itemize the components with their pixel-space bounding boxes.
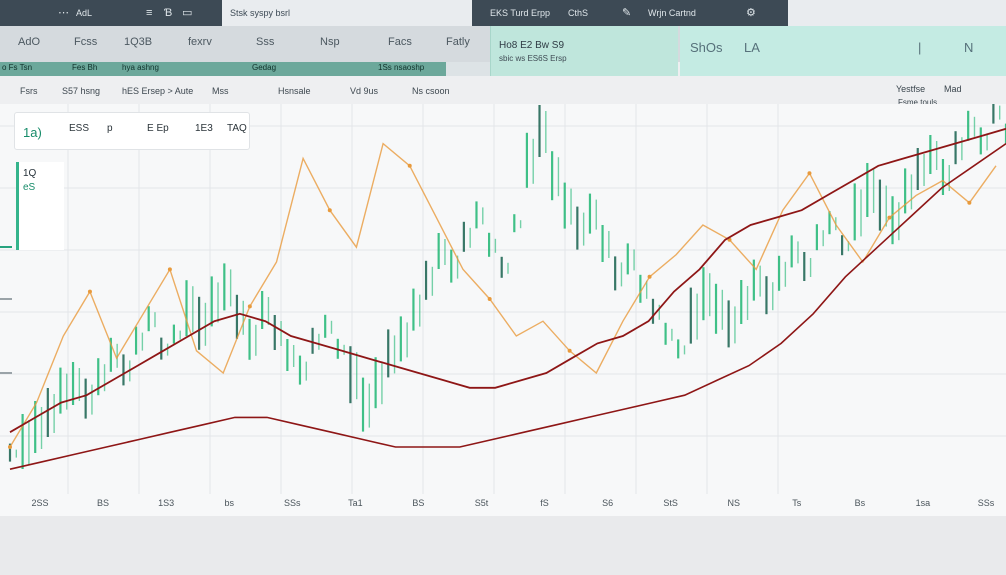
sub-item-4[interactable]: 1Ss nsaoshp: [378, 63, 425, 72]
quote-title: Ho8 E2 Bw S9: [499, 40, 565, 51]
tab-5[interactable]: Nsp: [320, 36, 340, 48]
settings-button[interactable]: ⚙: [746, 0, 758, 26]
menu-dots-icon: ⋯: [58, 7, 69, 19]
tab-7[interactable]: Fatly: [446, 36, 470, 48]
profile-area[interactable]: ✎ Wrjn Cartnd: [622, 7, 696, 19]
orange-point-36: [967, 200, 972, 205]
panel-right-text-0: ShOs: [690, 40, 723, 55]
sub-item-2[interactable]: hya ashng: [122, 63, 159, 72]
sub-item-3[interactable]: Gedag: [252, 63, 277, 72]
tab-1[interactable]: Fcss: [74, 36, 98, 48]
x-tick-label-8: fS: [540, 498, 549, 508]
toolbar-item-6[interactable]: Ns csoon: [412, 86, 450, 96]
toolbar-item-2[interactable]: hES Ersep > Aute: [122, 86, 194, 96]
toolbar-icons[interactable]: ≡ Ɓ ▭: [146, 0, 194, 26]
sub-item-0[interactable]: o Fs Tsn: [2, 63, 33, 72]
pen-icon: ✎: [622, 7, 632, 19]
quote-subtitle: sbic ws ES6S Ersp: [499, 54, 567, 63]
orange-point-21: [567, 348, 572, 353]
quote-panel-right: ShOs LA | N: [680, 26, 1006, 76]
moving-average-2-line: [9, 142, 1006, 470]
x-tick-label-9: S6: [602, 498, 613, 508]
window-icon[interactable]: ▭: [182, 7, 193, 19]
app-menu[interactable]: ⋯ AdL: [58, 0, 92, 26]
panel-right-text-1: LA: [744, 40, 760, 55]
panel-right-text-3: N: [964, 40, 974, 55]
legend-line-3: Fsme touls: [898, 98, 938, 107]
chart-toolbar: Fsrs S57 hsng hES Ersep > Aute Mss Hsnsa…: [0, 78, 1006, 104]
price-chart[interactable]: 2SS BS 1S3 bs SSs Ta1 BS S5t fS S6 StS NS Ts Bs 1sa SSs: [0, 104, 1006, 516]
market-label-2[interactable]: CthS: [568, 8, 589, 18]
toolbar-item-3[interactable]: Mss: [212, 86, 229, 96]
x-tick-label-10: StS: [663, 498, 678, 508]
sub-row: o Fs Tsn Fes Bh hya ashng Gedag 1Ss nsao…: [0, 62, 446, 76]
info-item-0: 1a): [23, 125, 42, 140]
moving-average-line: [9, 127, 1006, 433]
quote-panel[interactable]: Ho8 E2 Bw S9 sbic ws ES6S Ersp: [490, 26, 678, 76]
sub-row-spacer: [446, 62, 490, 76]
info-item-2: p: [107, 123, 113, 134]
x-tick-label-4: SSs: [284, 498, 301, 508]
top-right-panel: [788, 0, 1006, 26]
tab-2[interactable]: 1Q3B: [124, 36, 153, 48]
x-tick-label-12: Ts: [792, 498, 802, 508]
orange-point-33: [887, 215, 892, 220]
side-marker: [0, 246, 12, 248]
x-tick-label-14: 1sa: [916, 498, 931, 508]
sub-item-1[interactable]: Fes Bh: [72, 63, 98, 72]
price-label-1: 1Q: [23, 168, 37, 179]
toolbar-item-5[interactable]: Vd 9us: [350, 86, 379, 96]
toolbar-item-4[interactable]: Hsnsale: [278, 86, 311, 96]
top-bar: ⋯ AdL ≡ Ɓ ▭ Stsk syspy bsrl EKS Turd Erp…: [0, 0, 1006, 26]
tab-0[interactable]: AdO: [18, 36, 41, 48]
toolbar-item-1[interactable]: S57 hsng: [62, 86, 101, 96]
chart-area[interactable]: 2SS BS 1S3 bs SSs Ta1 BS S5t fS S6 StS NS Ts Bs 1sa SSs: [0, 104, 1006, 516]
legend-line-2: Mad: [944, 84, 962, 94]
x-tick-label-13: Bs: [855, 498, 866, 508]
gear-icon: ⚙: [746, 7, 756, 19]
info-item-3: E Ep: [147, 123, 169, 134]
orange-point-0: [8, 445, 12, 449]
orange-point-30: [807, 171, 812, 176]
x-tick-label-6: BS: [412, 498, 424, 508]
info-item-5: TAQ: [227, 123, 247, 134]
tab-4[interactable]: Sss: [256, 36, 275, 48]
x-tick-label-3: bs: [224, 498, 234, 508]
hamburger-icon[interactable]: ≡: [146, 7, 153, 19]
x-tick-label-15: SSs: [978, 498, 995, 508]
orange-point-12: [327, 208, 332, 213]
orange-point-9: [247, 304, 252, 309]
toolbar-item-0[interactable]: Fsrs: [20, 86, 38, 96]
side-marker-2: [0, 298, 12, 300]
orange-point-18: [487, 297, 492, 301]
price-label-panel: 1Q eS: [16, 162, 64, 250]
tab-3[interactable]: fexrv: [188, 36, 212, 48]
orange-point-24: [647, 274, 652, 279]
orange-point-3: [87, 289, 92, 294]
orange-trend-line: [9, 142, 997, 448]
x-tick-label-1: BS: [97, 498, 109, 508]
price-label-2: eS: [23, 182, 36, 193]
app-title: AdL: [76, 8, 93, 18]
x-tick-label-7: S5t: [475, 498, 489, 508]
x-tick-label-11: NS: [727, 498, 740, 508]
panel-right-text-2: |: [918, 40, 922, 55]
legend: Yestfse Mad Fsme touls: [896, 84, 1002, 112]
x-tick-label-0: 2SS: [31, 498, 48, 508]
search-box[interactable]: Stsk syspy bsrl: [222, 0, 472, 26]
side-marker-3: [0, 372, 12, 374]
tab-6[interactable]: Facs: [388, 36, 412, 48]
legend-line-1: Yestfse: [896, 84, 926, 94]
ohlc-info-box: 1a) ESS p E Ep 1E3 TAQ: [14, 112, 250, 150]
info-item-1: ESS: [69, 123, 90, 134]
orange-point-15: [407, 163, 412, 168]
x-tick-label-5: Ta1: [348, 498, 363, 508]
market-label[interactable]: EKS Turd Erpp: [490, 8, 551, 18]
x-tick-label-2: 1S3: [158, 498, 174, 508]
orange-point-6: [167, 267, 172, 272]
info-item-4: 1E3: [195, 123, 213, 134]
bottom-panel: [0, 516, 1006, 575]
search-input[interactable]: Stsk syspy bsrl: [230, 8, 291, 18]
brand-icon[interactable]: Ɓ: [164, 7, 173, 19]
